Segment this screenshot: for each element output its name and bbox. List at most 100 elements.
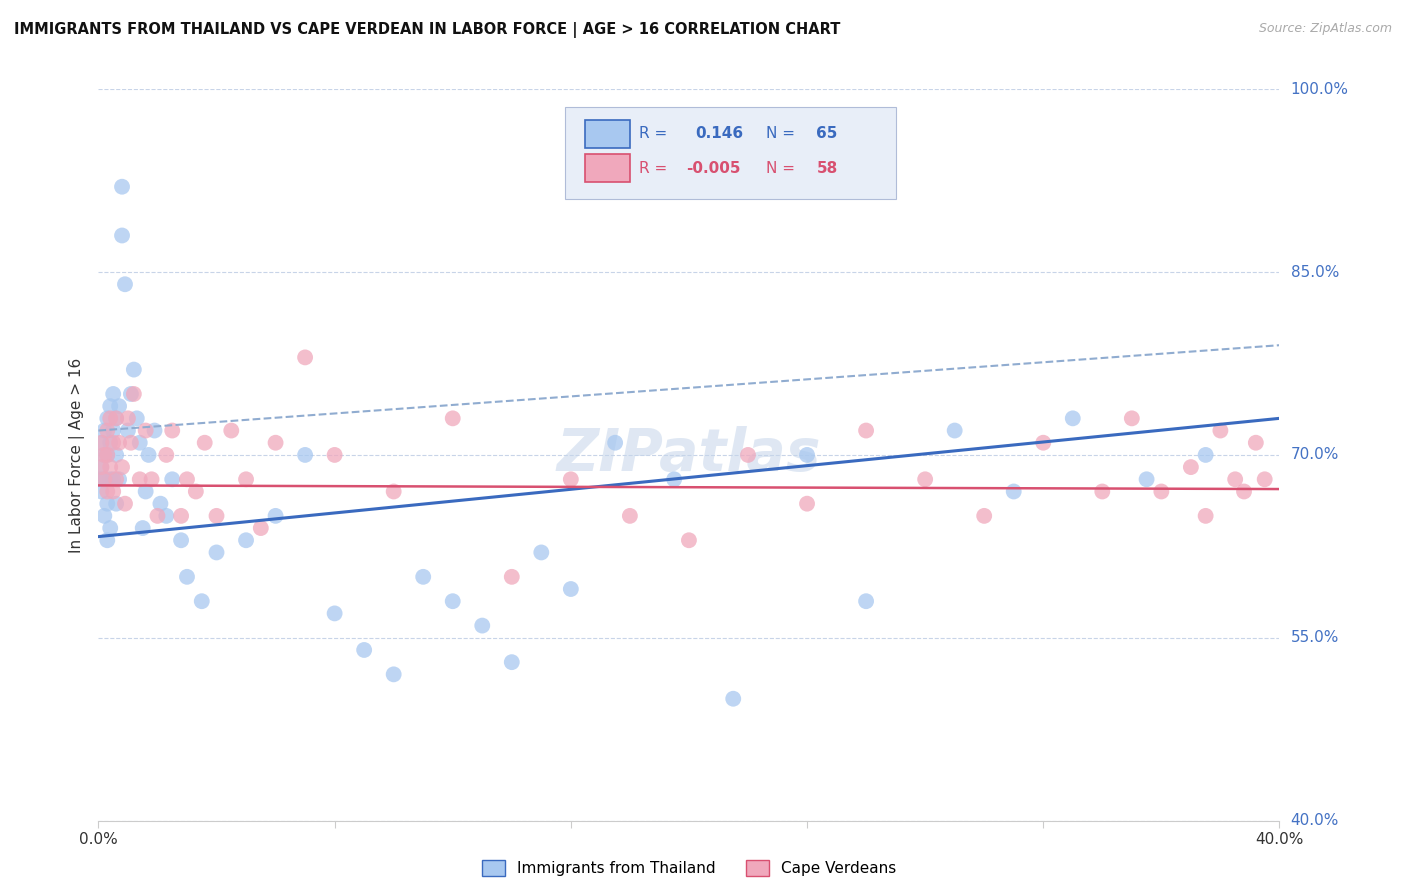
Point xyxy=(176,472,198,486)
Point xyxy=(120,435,142,450)
Point xyxy=(122,362,145,376)
Point xyxy=(114,277,136,292)
Point xyxy=(1135,472,1157,486)
Point xyxy=(184,484,207,499)
Text: 0.146: 0.146 xyxy=(695,127,742,141)
Point xyxy=(194,435,217,450)
Point xyxy=(235,472,257,486)
Point xyxy=(93,472,115,486)
Point xyxy=(294,448,316,462)
Point xyxy=(205,508,228,523)
Point xyxy=(1180,460,1202,475)
Point xyxy=(176,570,198,584)
Point xyxy=(111,179,134,194)
Text: 40.0%: 40.0% xyxy=(1291,814,1339,828)
Point xyxy=(103,435,125,450)
Point xyxy=(122,387,145,401)
Point xyxy=(235,533,257,548)
Point xyxy=(914,472,936,486)
Point xyxy=(441,594,464,608)
Bar xyxy=(585,154,630,182)
Point xyxy=(382,484,405,499)
Point xyxy=(441,411,464,425)
Text: R =: R = xyxy=(640,161,668,176)
Point xyxy=(89,472,111,486)
Text: 55.0%: 55.0% xyxy=(1291,631,1339,645)
Point xyxy=(560,582,582,596)
Point xyxy=(264,508,287,523)
Point xyxy=(155,508,177,523)
Point xyxy=(103,484,125,499)
Y-axis label: In Labor Force | Age > 16: In Labor Force | Age > 16 xyxy=(69,358,86,552)
Point xyxy=(1244,435,1267,450)
Text: 85.0%: 85.0% xyxy=(1291,265,1339,279)
Point xyxy=(108,435,131,450)
Point xyxy=(98,472,121,486)
Point xyxy=(1062,411,1084,425)
Point xyxy=(1195,448,1218,462)
Point xyxy=(1233,484,1256,499)
Text: N =: N = xyxy=(766,127,794,141)
Point xyxy=(1032,435,1054,450)
Point xyxy=(471,618,494,632)
Point xyxy=(294,351,316,365)
Point xyxy=(120,387,142,401)
Point xyxy=(721,691,744,706)
Point xyxy=(1091,484,1114,499)
Point xyxy=(1150,484,1173,499)
Point xyxy=(664,472,686,486)
Point xyxy=(98,460,121,475)
Point xyxy=(103,472,125,486)
Text: IMMIGRANTS FROM THAILAND VS CAPE VERDEAN IN LABOR FORCE | AGE > 16 CORRELATION C: IMMIGRANTS FROM THAILAND VS CAPE VERDEAN… xyxy=(14,22,841,38)
Point xyxy=(111,460,134,475)
Text: N =: N = xyxy=(766,161,794,176)
Point xyxy=(105,411,128,425)
Point xyxy=(105,411,128,425)
Point xyxy=(135,424,157,438)
Point xyxy=(264,435,287,450)
Point xyxy=(128,435,150,450)
Point xyxy=(103,424,125,438)
Point xyxy=(98,399,121,413)
Point xyxy=(855,424,877,438)
Point xyxy=(93,448,115,462)
Point xyxy=(412,570,434,584)
Point xyxy=(353,643,375,657)
Point xyxy=(93,508,115,523)
Point xyxy=(143,424,166,438)
Point xyxy=(560,472,582,486)
Point xyxy=(138,448,160,462)
Point xyxy=(1254,472,1277,486)
Point xyxy=(605,435,627,450)
Point xyxy=(96,497,118,511)
Point xyxy=(323,607,346,621)
Point xyxy=(125,411,148,425)
Point xyxy=(98,435,121,450)
Point xyxy=(96,424,118,438)
Point xyxy=(114,497,136,511)
Point xyxy=(105,497,128,511)
Point xyxy=(90,460,112,475)
Point xyxy=(135,484,157,499)
Point xyxy=(132,521,155,535)
Legend: Immigrants from Thailand, Cape Verdeans: Immigrants from Thailand, Cape Verdeans xyxy=(475,855,903,882)
Text: -0.005: -0.005 xyxy=(686,161,741,176)
Point xyxy=(250,521,273,535)
Point xyxy=(103,387,125,401)
Point xyxy=(108,399,131,413)
Point xyxy=(98,411,121,425)
Point xyxy=(191,594,214,608)
Point xyxy=(170,508,193,523)
Point xyxy=(90,460,112,475)
Text: ZIPatlas: ZIPatlas xyxy=(557,426,821,483)
Point xyxy=(205,545,228,559)
Point xyxy=(619,508,641,523)
Text: 100.0%: 100.0% xyxy=(1291,82,1348,96)
Point xyxy=(98,521,121,535)
Point xyxy=(796,448,818,462)
Point xyxy=(219,424,242,438)
Point xyxy=(973,508,995,523)
Point xyxy=(90,435,112,450)
Point xyxy=(162,472,183,486)
Point xyxy=(382,667,405,681)
